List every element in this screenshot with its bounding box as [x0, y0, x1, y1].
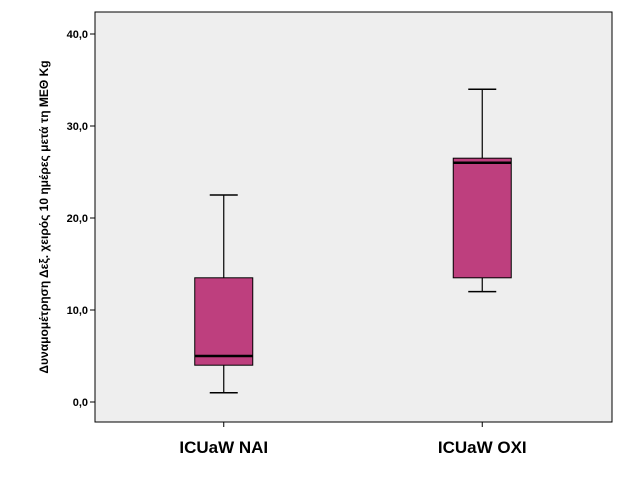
x-category-label: ICUaW NAI — [179, 438, 268, 457]
y-tick-label: 10,0 — [67, 305, 88, 317]
plot-area — [94, 11, 613, 423]
box-group — [194, 194, 254, 394]
x-category-label: ICUaW OXI — [438, 438, 527, 457]
box-series — [194, 88, 512, 394]
iqr-box — [452, 157, 512, 279]
y-tick-label: 20,0 — [67, 213, 88, 225]
iqr-box — [194, 277, 254, 366]
y-axis: 0,0 10,0 20,0 30,0 40,0 — [67, 29, 95, 409]
y-axis-title: Δυναμομέτρηση Δεξ. χειρός 10 ημέρες μετά… — [37, 60, 51, 373]
y-tick-label: 30,0 — [67, 121, 88, 133]
x-axis: ICUaW NAI ICUaW OXI — [179, 422, 527, 457]
y-tick-label: 40,0 — [67, 29, 88, 41]
y-tick-label: 0,0 — [73, 397, 88, 409]
box-group — [452, 88, 512, 293]
